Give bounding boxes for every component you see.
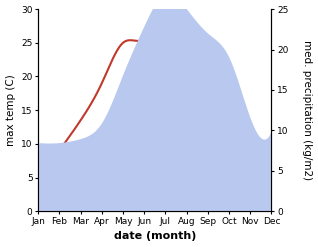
X-axis label: date (month): date (month) <box>114 231 196 242</box>
Y-axis label: max temp (C): max temp (C) <box>5 74 16 146</box>
Y-axis label: med. precipitation (kg/m2): med. precipitation (kg/m2) <box>302 40 313 180</box>
